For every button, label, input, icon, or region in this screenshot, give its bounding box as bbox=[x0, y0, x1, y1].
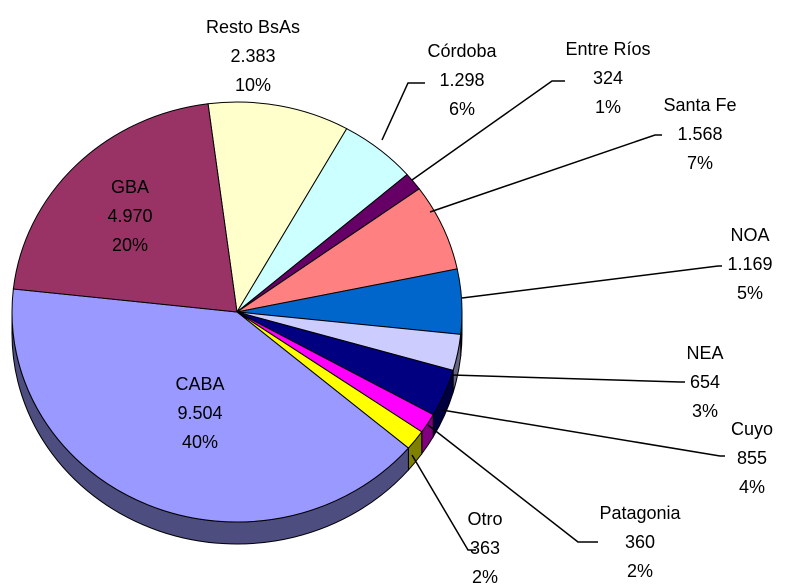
slice bbox=[12, 103, 238, 313]
value-label: 4.970 bbox=[107, 206, 152, 226]
percent-label: 2% bbox=[472, 567, 498, 587]
slice-label: Patagonia bbox=[599, 503, 681, 523]
percent-label: 40% bbox=[182, 432, 218, 452]
slice-label: Cuyo bbox=[731, 419, 773, 439]
slice bbox=[11, 288, 410, 523]
percent-label: 7% bbox=[687, 153, 713, 173]
slice-label: GBA bbox=[111, 177, 149, 197]
percent-label: 3% bbox=[692, 401, 718, 421]
value-label: 654 bbox=[690, 372, 720, 392]
value-label: 363 bbox=[470, 538, 500, 558]
slice-label: NEA bbox=[686, 343, 723, 363]
slice-label: Otro bbox=[467, 509, 502, 529]
value-label: 360 bbox=[625, 532, 655, 552]
value-label: 1.298 bbox=[439, 70, 484, 90]
percent-label: 2% bbox=[627, 561, 653, 581]
percent-label: 5% bbox=[737, 283, 763, 303]
slice-label: Entre Ríos bbox=[565, 39, 650, 59]
leader-line bbox=[441, 409, 725, 457]
percent-label: 10% bbox=[235, 75, 271, 95]
value-label: 1.169 bbox=[727, 254, 772, 274]
leader-line bbox=[461, 265, 722, 299]
value-label: 9.504 bbox=[177, 403, 222, 423]
value-label: 855 bbox=[737, 448, 767, 468]
slice-label: Santa Fe bbox=[663, 95, 736, 115]
percent-label: 4% bbox=[739, 477, 765, 497]
value-label: 1.568 bbox=[677, 124, 722, 144]
value-label: 2.383 bbox=[230, 46, 275, 66]
percent-label: 6% bbox=[449, 99, 475, 119]
leader-line bbox=[451, 374, 685, 383]
leader-line bbox=[427, 424, 598, 543]
slice-label: Resto BsAs bbox=[206, 17, 300, 37]
slice bbox=[207, 101, 348, 314]
slice-label: NOA bbox=[730, 225, 769, 245]
percent-label: 20% bbox=[112, 235, 148, 255]
value-label: 324 bbox=[593, 68, 623, 88]
leader-line bbox=[411, 80, 565, 181]
slice-label: CABA bbox=[175, 374, 224, 394]
leader-line bbox=[411, 454, 476, 551]
percent-label: 1% bbox=[595, 97, 621, 117]
leader-line bbox=[429, 134, 662, 213]
leader-line bbox=[381, 82, 425, 141]
slice-label: Córdoba bbox=[427, 41, 497, 61]
